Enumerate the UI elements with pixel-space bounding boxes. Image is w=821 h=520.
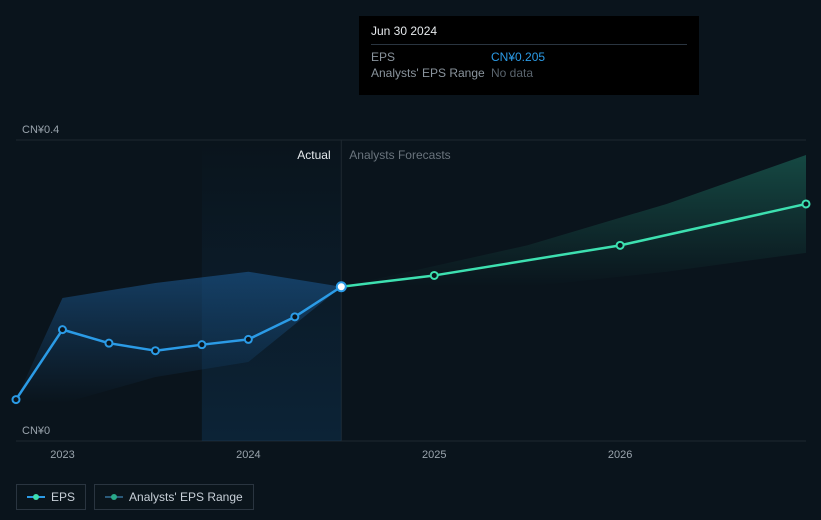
x-axis-label: 2024 <box>236 449 260 461</box>
tooltip-divider <box>371 44 687 45</box>
section-label-forecast: Analysts Forecasts <box>349 148 450 162</box>
legend-label: EPS <box>51 490 75 504</box>
x-axis-label: 2025 <box>422 449 446 461</box>
legend-item-eps[interactable]: EPS <box>16 484 86 510</box>
x-axis-label: 2023 <box>50 449 74 461</box>
legend-label: Analysts' EPS Range <box>129 490 243 504</box>
section-label-actual: Actual <box>297 148 330 162</box>
legend-item-range[interactable]: Analysts' EPS Range <box>94 484 254 510</box>
legend-swatch-icon <box>105 493 123 501</box>
y-axis-label: CN¥0 <box>22 425 50 437</box>
tooltip-row-eps: EPS CN¥0.205 <box>371 49 687 65</box>
tooltip-title: Jun 30 2024 <box>371 24 687 38</box>
chart-container: Jun 30 2024 EPS CN¥0.205 Analysts' EPS R… <box>0 0 821 520</box>
tooltip-row-value: No data <box>491 66 533 80</box>
tooltip-row-label: Analysts' EPS Range <box>371 66 491 80</box>
chart-legend: EPS Analysts' EPS Range <box>16 484 254 510</box>
chart-tooltip: Jun 30 2024 EPS CN¥0.205 Analysts' EPS R… <box>359 16 699 95</box>
tooltip-row-label: EPS <box>371 50 491 64</box>
legend-swatch-icon <box>27 493 45 501</box>
tooltip-row-value: CN¥0.205 <box>491 50 545 64</box>
x-axis-label: 2026 <box>608 449 632 461</box>
tooltip-row-range: Analysts' EPS Range No data <box>371 65 687 81</box>
y-axis-label: CN¥0.4 <box>22 124 59 136</box>
